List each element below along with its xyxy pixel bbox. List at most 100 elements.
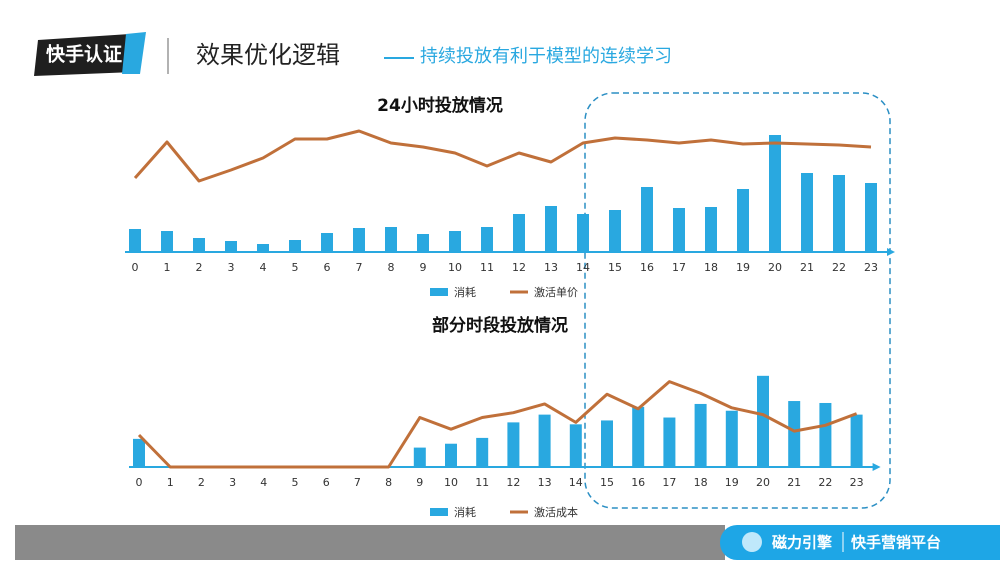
badge: 快手认证 bbox=[46, 43, 122, 66]
bar bbox=[161, 231, 173, 252]
x-tick-label: 8 bbox=[385, 476, 392, 489]
bar bbox=[833, 175, 845, 252]
footer-right: 快手营销平台 bbox=[851, 534, 941, 552]
bar bbox=[129, 229, 141, 252]
bar bbox=[481, 227, 493, 252]
x-tick-label: 18 bbox=[694, 476, 708, 489]
bar bbox=[413, 447, 426, 467]
bar bbox=[476, 437, 489, 467]
x-tick-label: 21 bbox=[800, 261, 814, 274]
x-tick-label: 12 bbox=[506, 476, 520, 489]
bar bbox=[507, 422, 520, 467]
axis-arrow bbox=[887, 248, 895, 256]
bar bbox=[769, 135, 781, 252]
bar bbox=[538, 414, 551, 467]
x-tick-label: 0 bbox=[132, 261, 139, 274]
x-tick-label: 14 bbox=[569, 476, 583, 489]
subtitle: 持续投放有利于模型的连续学习 bbox=[420, 46, 672, 67]
bar bbox=[321, 233, 333, 252]
x-tick-label: 19 bbox=[736, 261, 750, 274]
x-tick-label: 21 bbox=[787, 476, 801, 489]
bar bbox=[850, 414, 863, 467]
bar bbox=[819, 402, 832, 467]
bar bbox=[385, 227, 397, 252]
x-tick-label: 8 bbox=[388, 261, 395, 274]
chart-title: 部分时段投放情况 bbox=[432, 315, 568, 336]
bar bbox=[353, 228, 365, 252]
bar bbox=[737, 189, 749, 252]
footer-pill bbox=[720, 525, 1000, 560]
x-tick-label: 15 bbox=[608, 261, 622, 274]
bar bbox=[445, 443, 457, 467]
bar bbox=[569, 424, 582, 467]
x-tick-label: 9 bbox=[416, 476, 423, 489]
footer-logo bbox=[742, 532, 762, 552]
legend-label: 激活单价 bbox=[534, 285, 578, 299]
line bbox=[133, 129, 872, 183]
x-tick-label: 10 bbox=[448, 261, 462, 274]
x-tick-label: 10 bbox=[444, 476, 458, 489]
badge-bg bbox=[34, 34, 133, 76]
bar bbox=[641, 187, 653, 252]
x-tick-label: 4 bbox=[260, 476, 267, 489]
x-tick-label: 5 bbox=[292, 476, 299, 489]
bar bbox=[545, 206, 557, 252]
bar bbox=[601, 420, 613, 467]
x-tick-label: 2 bbox=[198, 476, 205, 489]
x-tick-label: 19 bbox=[725, 476, 739, 489]
x-tick-label: 13 bbox=[538, 476, 552, 489]
x-tick-label: 7 bbox=[356, 261, 363, 274]
axis-arrow bbox=[872, 463, 881, 471]
title: 效果优化逻辑 bbox=[196, 41, 340, 69]
bar bbox=[609, 210, 621, 252]
x-tick-label: 12 bbox=[512, 261, 526, 274]
bar bbox=[193, 238, 205, 252]
x-tick-label: 22 bbox=[832, 261, 846, 274]
x-tick-label: 15 bbox=[600, 476, 614, 489]
x-tick-label: 5 bbox=[292, 261, 299, 274]
x-tick-label: 7 bbox=[354, 476, 361, 489]
bar bbox=[133, 438, 145, 467]
bar bbox=[289, 240, 301, 252]
legend-swatch bbox=[430, 508, 448, 516]
x-tick-label: 1 bbox=[164, 261, 171, 274]
x-tick-label: 20 bbox=[768, 261, 782, 274]
bar bbox=[801, 173, 813, 252]
badge-accent bbox=[122, 32, 146, 74]
x-tick-label: 2 bbox=[196, 261, 203, 274]
x-tick-label: 18 bbox=[704, 261, 718, 274]
bar bbox=[632, 406, 645, 467]
x-tick-label: 6 bbox=[323, 476, 330, 489]
x-tick-label: 17 bbox=[672, 261, 686, 274]
x-tick-label: 17 bbox=[662, 476, 676, 489]
bar bbox=[725, 410, 738, 467]
x-tick-label: 20 bbox=[756, 476, 770, 489]
legend-label: 消耗 bbox=[454, 285, 476, 299]
x-tick-label: 11 bbox=[480, 261, 494, 274]
bar bbox=[513, 214, 525, 252]
x-tick-label: 9 bbox=[420, 261, 427, 274]
bar bbox=[788, 401, 801, 467]
bar bbox=[865, 183, 877, 252]
x-tick-label: 0 bbox=[136, 476, 143, 489]
x-tick-label: 23 bbox=[850, 476, 864, 489]
legend-label: 消耗 bbox=[454, 505, 476, 519]
x-tick-label: 16 bbox=[640, 261, 654, 274]
bar bbox=[673, 208, 685, 252]
bar bbox=[757, 375, 769, 467]
line bbox=[137, 380, 858, 469]
bar bbox=[705, 207, 717, 252]
bar bbox=[257, 244, 269, 252]
bar bbox=[577, 214, 589, 252]
x-tick-label: 16 bbox=[631, 476, 645, 489]
bar bbox=[417, 234, 429, 252]
x-tick-label: 4 bbox=[260, 261, 267, 274]
x-tick-label: 6 bbox=[324, 261, 331, 274]
x-tick-label: 23 bbox=[864, 261, 878, 274]
bar bbox=[225, 241, 237, 252]
bar bbox=[663, 417, 676, 467]
legend-label: 激活成本 bbox=[534, 505, 578, 519]
bar bbox=[449, 231, 461, 252]
